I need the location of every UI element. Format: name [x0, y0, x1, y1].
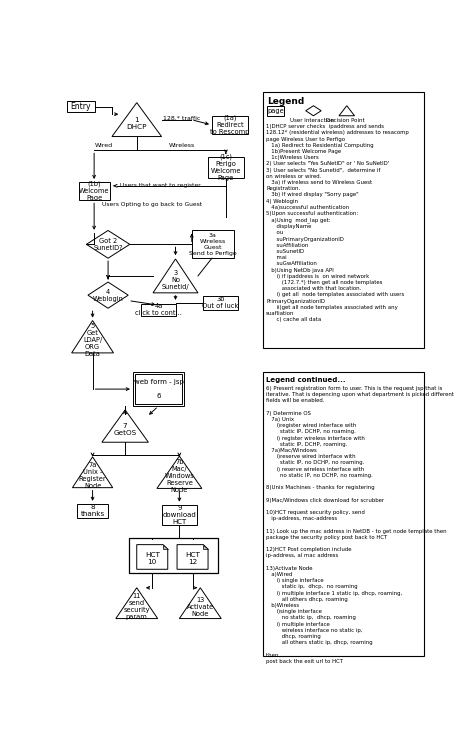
Text: Wireless: Wireless	[169, 143, 195, 147]
Text: Users that want to register: Users that want to register	[119, 184, 201, 188]
FancyBboxPatch shape	[267, 106, 284, 115]
Text: Legend: Legend	[267, 97, 304, 107]
Text: 5
Get
LDAP/
ORG
Data: 5 Get LDAP/ ORG Data	[83, 323, 102, 357]
Polygon shape	[179, 588, 221, 619]
Text: 4a
click to cont...: 4a click to cont...	[135, 303, 182, 316]
Text: 3b
Out of luck: 3b Out of luck	[202, 296, 238, 309]
Text: 1)DHCP server checks  ipaddress and sends
128.12* (residential wireless) address: 1)DHCP server checks ipaddress and sends…	[266, 124, 409, 322]
Text: User Interaction: User Interaction	[290, 118, 334, 123]
Polygon shape	[306, 106, 321, 115]
Polygon shape	[102, 410, 148, 443]
Text: Legend continued...: Legend continued...	[266, 377, 346, 383]
Text: 4
Weblogin: 4 Weblogin	[92, 289, 124, 302]
Text: HCT
12: HCT 12	[185, 552, 200, 565]
Text: 7b
Mac/
Windows
Reserve
Node: 7b Mac/ Windows Reserve Node	[164, 459, 194, 493]
Text: web form - jsp

6: web form - jsp 6	[134, 379, 183, 399]
Text: 3
No
Sunetid/: 3 No Sunetid/	[162, 269, 189, 289]
FancyBboxPatch shape	[77, 504, 108, 518]
Polygon shape	[86, 230, 130, 258]
Text: page: page	[267, 108, 284, 114]
FancyBboxPatch shape	[263, 372, 423, 656]
FancyBboxPatch shape	[135, 374, 182, 404]
FancyBboxPatch shape	[263, 92, 423, 348]
Text: HCT
10: HCT 10	[145, 552, 160, 565]
Text: 128.* traffic: 128.* traffic	[163, 115, 201, 121]
Polygon shape	[339, 106, 355, 115]
Text: 6) Present registration form to user. This is the request jsp that is
iterative.: 6) Present registration form to user. Th…	[266, 386, 454, 664]
Text: Wired: Wired	[95, 143, 113, 147]
Text: Got 2
SunetID?: Got 2 SunetID?	[93, 238, 123, 251]
FancyBboxPatch shape	[162, 505, 197, 525]
FancyBboxPatch shape	[192, 230, 234, 258]
FancyBboxPatch shape	[212, 115, 247, 134]
Text: 3a
Wireless
Guest
Send to Perfigo: 3a Wireless Guest Send to Perfigo	[189, 233, 237, 255]
Text: Entry: Entry	[71, 102, 91, 111]
Text: 1
DHCP: 1 DHCP	[127, 117, 147, 130]
Polygon shape	[88, 282, 128, 309]
Text: 13
Activate
Node: 13 Activate Node	[187, 596, 214, 616]
Polygon shape	[116, 588, 158, 619]
Polygon shape	[112, 103, 162, 137]
Text: 11
send
security
param: 11 send security param	[124, 593, 150, 620]
Polygon shape	[163, 545, 168, 549]
FancyBboxPatch shape	[141, 303, 176, 316]
Text: 7
GetOS: 7 GetOS	[113, 423, 137, 436]
Text: (1a)
Redirect
to Rescomp: (1a) Redirect to Rescomp	[210, 115, 249, 135]
FancyBboxPatch shape	[67, 101, 95, 112]
Polygon shape	[137, 545, 168, 569]
Polygon shape	[153, 259, 198, 293]
Polygon shape	[73, 457, 113, 488]
FancyBboxPatch shape	[133, 372, 184, 406]
Text: 7a
Unix -
Register
Node: 7a Unix - Register Node	[79, 462, 106, 489]
Polygon shape	[177, 545, 208, 569]
FancyBboxPatch shape	[208, 157, 244, 178]
Text: Decision Point: Decision Point	[326, 118, 365, 123]
Text: (1c)
Perigo
Welcome
Page: (1c) Perigo Welcome Page	[210, 154, 241, 181]
Text: 9
download
HCT: 9 download HCT	[163, 505, 196, 525]
Polygon shape	[72, 320, 113, 353]
FancyBboxPatch shape	[79, 182, 109, 201]
Text: (1b)
Welcome
Page: (1b) Welcome Page	[79, 181, 109, 201]
Polygon shape	[157, 456, 202, 488]
FancyBboxPatch shape	[202, 296, 238, 310]
Text: 8
thanks: 8 thanks	[81, 504, 105, 517]
Text: Users Opting to go back to Guest: Users Opting to go back to Guest	[102, 202, 202, 206]
Polygon shape	[203, 545, 208, 549]
